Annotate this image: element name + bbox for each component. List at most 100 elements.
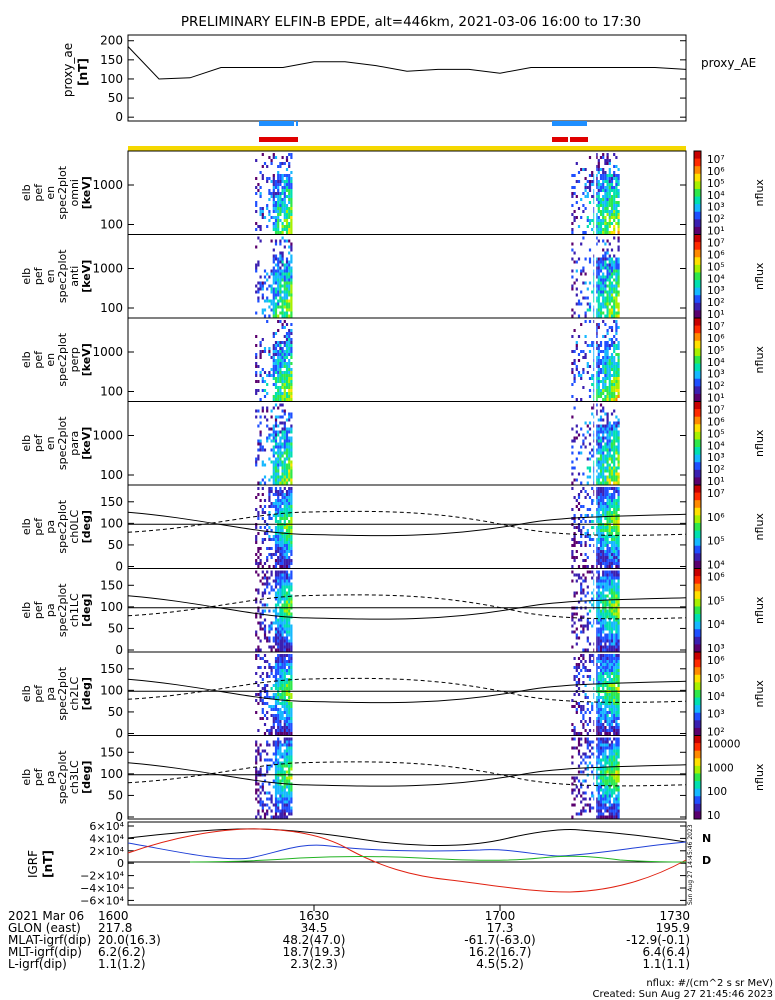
spectrogram-pixel bbox=[599, 633, 603, 637]
spectrogram-pixel bbox=[274, 794, 278, 798]
spectrogram-pixel bbox=[259, 624, 262, 628]
spectrogram-pixel bbox=[279, 454, 282, 458]
spectrogram-pixel bbox=[602, 448, 605, 452]
spectrogram-pixel bbox=[571, 248, 574, 252]
spectrogram-pixel bbox=[615, 794, 618, 798]
spectrogram-pixel bbox=[610, 380, 614, 383]
spectrogram-pixel bbox=[288, 696, 291, 699]
spectrogram-pixel bbox=[580, 812, 583, 816]
colorbar-segment bbox=[694, 302, 701, 311]
spectrogram-pixel bbox=[580, 541, 583, 544]
spectrogram-pixel bbox=[595, 711, 598, 714]
spectrogram-pixel bbox=[613, 538, 616, 541]
spectrogram-pixel bbox=[606, 779, 609, 783]
spectrogram-pixel bbox=[617, 788, 620, 792]
spectrogram-pixel bbox=[602, 544, 605, 547]
spectrogram-pixel bbox=[281, 490, 284, 493]
spectrogram-pixel bbox=[571, 213, 574, 216]
spectrogram-pixel bbox=[255, 290, 258, 294]
spectrogram-pixel bbox=[285, 371, 289, 374]
colorbar-segment bbox=[694, 226, 701, 235]
spectrogram-pixel bbox=[599, 696, 603, 699]
spectrogram-pixel bbox=[608, 559, 611, 562]
spectrogram-pixel bbox=[279, 645, 282, 649]
spectrogram-pixel bbox=[615, 275, 618, 279]
spectrogram-pixel bbox=[613, 717, 616, 720]
spectrogram-pixel bbox=[599, 278, 603, 282]
spectrogram-pixel bbox=[272, 717, 275, 720]
spectrogram-pixel bbox=[263, 603, 267, 607]
spectrogram-pixel bbox=[285, 463, 289, 467]
spectrogram-pixel bbox=[595, 296, 598, 300]
spectrogram-pixel bbox=[277, 529, 280, 532]
spectrogram-pixel bbox=[617, 180, 620, 183]
spectrogram-pixel bbox=[261, 338, 264, 341]
spectrogram-pixel bbox=[615, 180, 618, 183]
spectrogram-pixel bbox=[595, 663, 598, 666]
spectrogram-pixel bbox=[571, 192, 574, 195]
spectrogram-pixel bbox=[610, 177, 614, 180]
spectrogram-pixel bbox=[595, 165, 598, 168]
spectrogram-pixel bbox=[604, 529, 607, 532]
spectrogram-pixel bbox=[615, 284, 618, 288]
spectrogram-pixel bbox=[277, 579, 280, 583]
spectrogram-pixel bbox=[285, 418, 289, 422]
spectrogram-pixel bbox=[615, 532, 618, 535]
spectrogram-pixel bbox=[610, 585, 614, 589]
spectrogram-pixel bbox=[279, 764, 282, 768]
spectrogram-pixel bbox=[608, 639, 611, 643]
spectrogram-pixel bbox=[615, 597, 618, 601]
spectrogram-pixel bbox=[573, 779, 576, 783]
spectrogram-pixel bbox=[290, 341, 293, 344]
spectrogram-pixel bbox=[617, 770, 620, 774]
spectrogram-pixel bbox=[257, 290, 260, 294]
spectrogram-pixel bbox=[606, 433, 609, 437]
spectrogram-pixel bbox=[595, 785, 598, 789]
spectrogram-ylabel: [keV] bbox=[80, 260, 93, 293]
spectrogram-pixel bbox=[263, 815, 267, 819]
spectrogram-pixel bbox=[602, 508, 605, 511]
spectrogram-pixel bbox=[599, 290, 603, 294]
spectrogram-pixel bbox=[604, 180, 607, 183]
data-gap bbox=[594, 485, 597, 569]
spectrogram-pixel bbox=[615, 538, 618, 541]
spectrogram-pixel bbox=[274, 615, 278, 619]
spectrogram-pixel bbox=[610, 541, 614, 544]
spectrogram-pixel bbox=[261, 511, 264, 514]
spectrogram-pixel bbox=[279, 260, 282, 264]
spectrogram-pixel bbox=[279, 717, 282, 720]
spectrogram-pixel bbox=[290, 377, 293, 380]
spectrogram-pixel bbox=[613, 272, 616, 276]
spectrogram-pixel bbox=[259, 448, 262, 452]
spectrogram-pixel bbox=[285, 663, 289, 666]
spectrogram-pixel bbox=[573, 729, 576, 732]
spectrogram-pixel bbox=[281, 755, 284, 759]
spectrogram-pixel bbox=[584, 320, 587, 323]
spectrogram-pixel bbox=[255, 597, 258, 601]
spectrogram-pixel bbox=[274, 815, 278, 819]
spectrogram-pixel bbox=[599, 550, 603, 553]
spectrogram-pixel bbox=[285, 511, 289, 514]
spectrogram-pixel bbox=[599, 284, 603, 288]
spectrogram-pixel bbox=[283, 225, 286, 228]
spectrogram-tick-label: 100 bbox=[100, 683, 123, 697]
spectrogram-pixel bbox=[283, 582, 286, 586]
spectrogram-pixel bbox=[586, 767, 589, 771]
spectrogram-pixel bbox=[285, 168, 289, 171]
spectrogram-pixel bbox=[606, 490, 609, 493]
spectrogram-pixel bbox=[268, 767, 271, 771]
spectrogram-pixel bbox=[610, 386, 614, 389]
spectrogram-pixel bbox=[610, 597, 614, 601]
spectrogram-pixel bbox=[595, 720, 598, 723]
spectrogram-pixel bbox=[571, 269, 574, 273]
spectrogram-pixel bbox=[606, 314, 609, 318]
spectrogram-pixel bbox=[272, 514, 275, 517]
spectrogram-pixel bbox=[290, 353, 293, 356]
colorbar-segment bbox=[694, 272, 701, 281]
spectrogram-pixel bbox=[602, 636, 605, 640]
spectrogram-pixel bbox=[617, 794, 620, 798]
spectrogram-pixel bbox=[255, 228, 258, 231]
spectrogram-pixel bbox=[274, 803, 278, 807]
spectrogram-pixel bbox=[283, 210, 286, 213]
spectrogram-pixel bbox=[617, 475, 620, 479]
